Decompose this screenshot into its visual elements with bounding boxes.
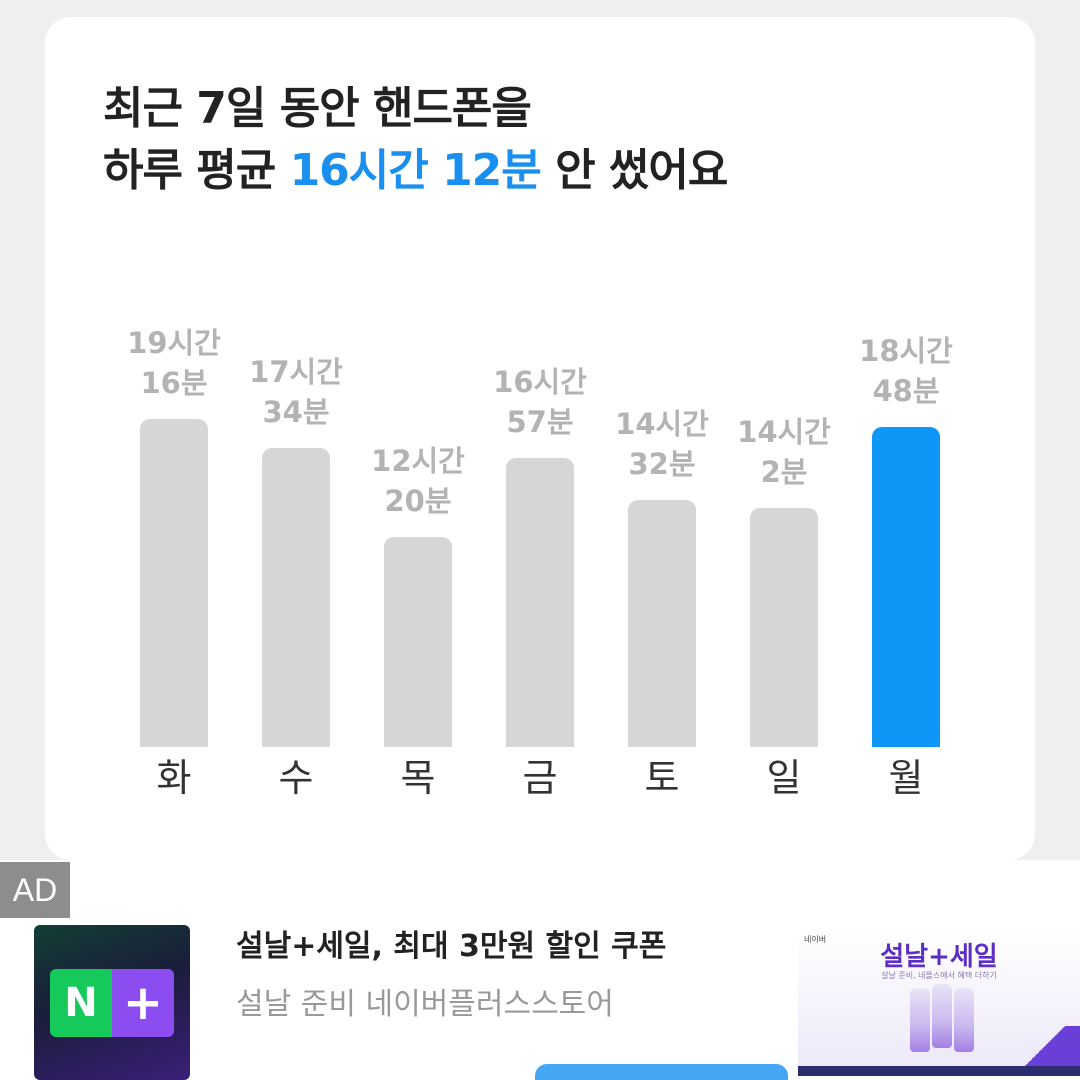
ad-image-subtext: 설날 준비, 네플스에서 혜택 더하기 (881, 971, 997, 980)
bar-value-minutes: 57분 (506, 405, 574, 439)
bar-value-minutes: 32분 (628, 447, 696, 481)
ad-cta-button[interactable] (535, 1064, 788, 1080)
bar-value-hours: 12시간 (371, 444, 465, 478)
np-logo: N + (50, 969, 174, 1037)
day-label: 토 (644, 756, 680, 800)
ad-image-stripe (798, 1066, 1080, 1076)
plus-icon: + (112, 969, 174, 1037)
naver-plus-store-icon[interactable]: N + (34, 925, 190, 1080)
bottle-icon (932, 984, 952, 1048)
bar-value-hours: 17시간 (249, 355, 343, 389)
bar-value-label: 16시간 57분 (470, 362, 610, 442)
bar-value-hours: 14시간 (737, 415, 831, 449)
day-label: 금 (522, 756, 558, 800)
bar-value-label: 14시간 2분 (714, 412, 854, 492)
headline-suffix: 안 썼어요 (540, 145, 728, 196)
bottle-icon (910, 988, 930, 1052)
day-label: 일 (766, 756, 802, 800)
headline-line2: 하루 평균 16시간 12분 안 썼어요 (103, 140, 728, 202)
bar-value-label: 17시간 34분 (226, 352, 366, 432)
bar-value-hours: 16시간 (493, 365, 587, 399)
bar-value-minutes: 2분 (760, 455, 808, 489)
ad-badge: AD (0, 862, 70, 918)
day-label: 목 (400, 756, 436, 800)
bar-value-minutes: 34분 (262, 395, 330, 429)
bar-value-label: 19시간 16분 (104, 323, 244, 403)
bar-토 (628, 500, 696, 747)
bar-value-label: 12시간 20분 (348, 441, 488, 521)
bar-목 (384, 537, 452, 747)
headline: 최근 7일 동안 핸드폰을 하루 평균 16시간 12분 안 썼어요 (103, 78, 728, 202)
bar-일 (750, 508, 818, 747)
ad-image-promo: 설날+세일 (880, 942, 998, 972)
day-label: 화 (156, 756, 192, 800)
bottle-icon (954, 988, 974, 1052)
bar-value-label: 18시간 48분 (836, 331, 976, 411)
bar-금 (506, 458, 574, 747)
ad-description[interactable]: 설날 준비 네이버플러스스토어 (236, 987, 614, 1022)
n-letter: N (50, 969, 112, 1037)
bar-화 (140, 419, 208, 747)
bar-value-minutes: 16분 (140, 366, 208, 400)
bar-수 (262, 448, 330, 747)
headline-line1: 최근 7일 동안 핸드폰을 (103, 83, 532, 134)
bar-value-hours: 18시간 (859, 334, 953, 368)
bar-value-minutes: 48분 (872, 374, 940, 408)
headline-prefix: 하루 평균 (103, 145, 290, 196)
bar-월 (872, 427, 940, 747)
bar-value-label: 14시간 32분 (592, 404, 732, 484)
bar-value-hours: 14시간 (615, 407, 709, 441)
ad-image-corner (1010, 1026, 1080, 1066)
bar-value-hours: 19시간 (127, 326, 221, 360)
day-label: 월 (888, 756, 924, 800)
day-label: 수 (278, 756, 314, 800)
ad-image[interactable]: 네이버 설날+세일 설날 준비, 네플스에서 혜택 더하기 (798, 928, 1080, 1076)
headline-highlight: 16시간 12분 (289, 145, 542, 196)
ad-title[interactable]: 설날+세일, 최대 3만원 할인 쿠폰 (236, 929, 667, 964)
bar-value-minutes: 20분 (384, 484, 452, 518)
ad-image-brand: 네이버 (804, 935, 827, 944)
